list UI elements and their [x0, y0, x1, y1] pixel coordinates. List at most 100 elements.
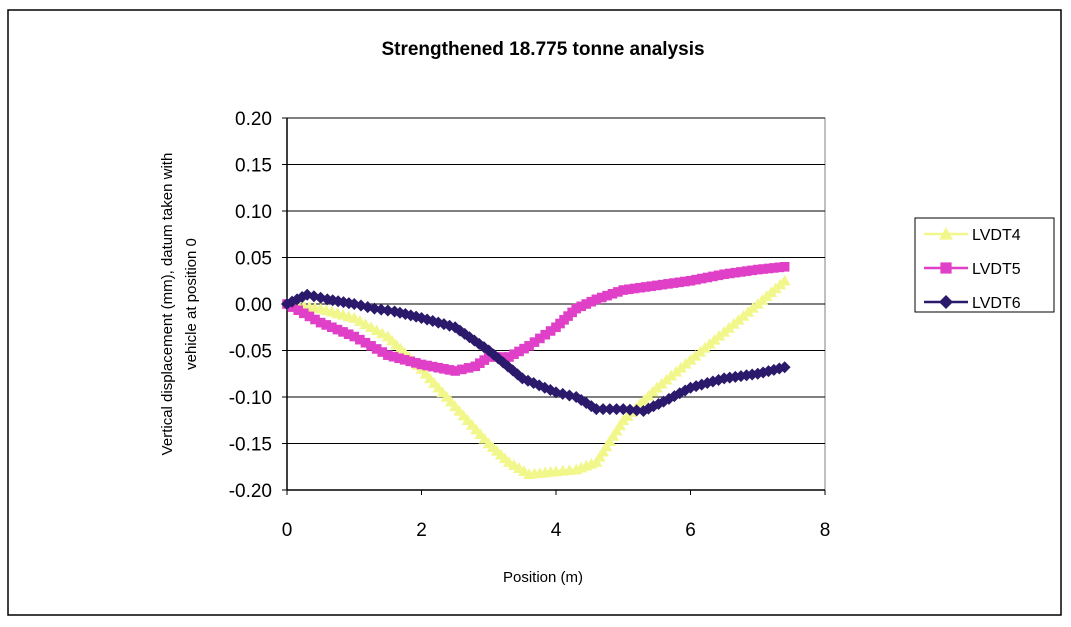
data-point-lvdt5 [769, 263, 779, 273]
data-point-lvdt5 [524, 341, 534, 351]
data-point-lvdt6 [630, 404, 643, 417]
legend-item-lvdt4: LVDT4 [924, 227, 1021, 244]
data-point-lvdt5 [719, 269, 729, 280]
data-point-lvdt5 [519, 343, 529, 354]
data-point-lvdt5 [355, 334, 365, 345]
data-point-lvdt5 [713, 270, 724, 281]
data-point-lvdt5 [607, 288, 618, 299]
data-point-lvdt6 [778, 361, 791, 374]
data-point-lvdt5 [591, 294, 602, 305]
data-point-lvdt5 [674, 277, 685, 288]
legend-item-lvdt5: LVDT5 [924, 261, 1021, 278]
data-point-lvdt5 [504, 352, 514, 362]
data-point-lvdt5 [293, 305, 304, 315]
data-point-lvdt5 [332, 324, 343, 335]
data-point-lvdt5 [680, 276, 690, 287]
data-point-lvdt5 [724, 268, 735, 279]
series-layer [281, 262, 791, 479]
y-tick-label: 0.10 [235, 202, 272, 223]
data-point-lvdt5 [779, 262, 790, 272]
data-point-lvdt5 [691, 274, 701, 285]
data-point-lvdt5 [758, 264, 768, 274]
legend-label-lvdt4: LVDT4 [972, 227, 1021, 244]
data-point-lvdt5 [327, 322, 337, 333]
data-point-lvdt6 [617, 403, 630, 416]
data-point-lvdt5 [411, 358, 421, 368]
x-tick-label: 8 [820, 520, 831, 541]
legend-item-lvdt6: LVDT6 [924, 295, 1021, 312]
data-point-lvdt5 [450, 366, 460, 376]
data-point-lvdt5 [360, 337, 371, 348]
data-point-lvdt5 [774, 262, 785, 273]
data-point-lvdt5 [629, 283, 640, 294]
data-point-lvdt5 [377, 347, 388, 357]
data-point-lvdt5 [646, 281, 657, 291]
x-tick-label: 2 [416, 520, 427, 541]
series-lvdt5 [282, 262, 790, 376]
data-point-lvdt5 [763, 263, 774, 274]
data-point-lvdt5 [463, 363, 474, 373]
data-point-lvdt5 [299, 308, 309, 319]
data-point-lvdt6 [590, 403, 603, 416]
data-point-lvdt5 [371, 344, 382, 354]
data-point-lvdt5 [685, 275, 696, 286]
data-point-lvdt5 [747, 265, 757, 276]
data-point-lvdt5 [483, 352, 494, 362]
y-axis-label-line-2: vehicle at position 0 [183, 238, 200, 370]
legend: LVDT4 LVDT5 LVDT6 [924, 227, 1021, 312]
data-point-lvdt5 [405, 356, 416, 367]
y-tick-label: -0.10 [229, 388, 272, 409]
data-point-lvdt5 [509, 349, 519, 360]
data-point-lvdt5 [545, 326, 556, 336]
data-point-lvdt5 [388, 351, 399, 362]
legend-marker-lvdt6 [939, 295, 953, 309]
data-point-lvdt6 [597, 403, 610, 416]
axes: 0.20 0.15 0.10 0.05 0.00 -0.05 -0.10 -0.15 -0.20… [229, 109, 831, 541]
data-point-lvdt5 [730, 267, 741, 278]
data-point-lvdt5 [416, 359, 427, 370]
y-tick-label: 0.00 [235, 295, 272, 316]
y-tick-label: -0.15 [229, 435, 272, 456]
data-point-lvdt5 [422, 360, 432, 371]
data-point-lvdt5 [529, 337, 540, 347]
x-axis-label: Position (m) [503, 569, 583, 586]
data-point-lvdt5 [457, 364, 467, 375]
data-point-lvdt5 [602, 290, 612, 301]
legend-marker-lvdt5 [940, 262, 952, 274]
y-tick-label: -0.05 [229, 342, 272, 363]
data-point-lvdt5 [540, 329, 551, 340]
data-point-lvdt5 [338, 327, 348, 337]
data-point-lvdt5 [535, 333, 545, 344]
y-tick-label: -0.20 [229, 481, 272, 502]
data-point-lvdt5 [315, 317, 326, 328]
data-point-lvdt5 [304, 311, 315, 322]
data-point-lvdt5 [433, 362, 444, 373]
data-point-lvdt5 [613, 287, 623, 297]
data-point-lvdt6 [603, 403, 616, 416]
data-point-lvdt5 [399, 355, 410, 365]
data-point-lvdt5 [576, 301, 587, 312]
data-point-lvdt5 [618, 285, 629, 295]
data-point-lvdt5 [439, 363, 449, 374]
data-point-lvdt5 [741, 266, 752, 276]
data-point-lvdt5 [343, 329, 354, 340]
data-point-lvdt5 [752, 264, 763, 275]
y-axis-label: Vertical displacement (mm), datum taken … [159, 153, 200, 456]
x-tick-label: 0 [282, 520, 293, 541]
y-axis-label-line-1: Vertical displacement (mm), datum taken … [159, 153, 176, 456]
data-point-lvdt5 [514, 346, 524, 357]
data-point-lvdt5 [624, 284, 634, 295]
x-tick-label: 6 [685, 520, 696, 541]
legend-label-lvdt6: LVDT6 [972, 295, 1021, 312]
legend-label-lvdt5: LVDT5 [972, 261, 1021, 278]
y-tick-label: 0.20 [235, 109, 272, 130]
y-tick-label: 0.15 [235, 156, 272, 177]
data-point-lvdt5 [383, 350, 393, 360]
y-tick-label: 0.05 [235, 249, 272, 270]
data-point-lvdt5 [321, 320, 332, 330]
legend-marker-lvdt4 [939, 227, 953, 240]
data-point-lvdt5 [640, 282, 651, 292]
data-point-lvdt5 [571, 303, 581, 314]
data-point-lvdt5 [708, 271, 718, 282]
data-point-lvdt5 [668, 278, 679, 288]
